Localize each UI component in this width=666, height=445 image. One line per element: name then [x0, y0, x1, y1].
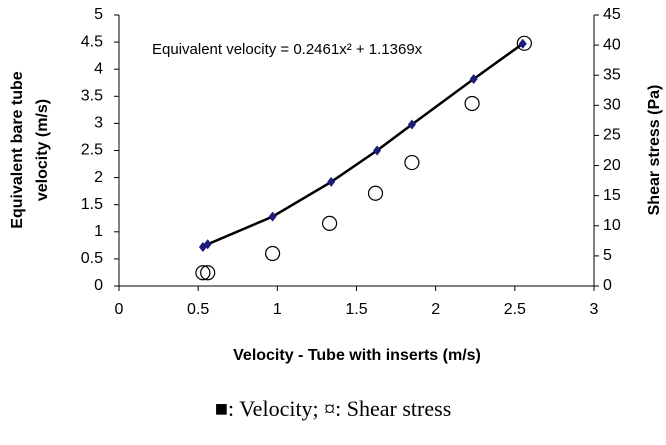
diamond-marker [373, 145, 382, 156]
y-tick-label: 2 [94, 169, 103, 186]
y-tick-label: 0 [94, 277, 103, 294]
x-tick-label: 2 [431, 301, 440, 318]
y-tick-label: 3 [94, 115, 103, 132]
y-axis-label: Equivalent bare tube velocity (m/s) [9, 71, 51, 228]
y2-tick-label: 25 [603, 127, 621, 144]
diamond-marker [518, 38, 527, 49]
equation-annotation: Equivalent velocity = 0.2461x² + 1.1369x [152, 41, 423, 58]
diamond-marker [203, 239, 212, 250]
circle-marker [516, 35, 532, 51]
y2-tick-label: 10 [603, 217, 621, 234]
x-tick-label: 1 [273, 301, 282, 318]
y-tick-label: 4 [94, 60, 103, 77]
caption: ■: Velocity; ¤: Shear stress [215, 396, 452, 421]
y-tick-label: 1.5 [81, 196, 103, 213]
x-tick-label: 3 [590, 301, 599, 318]
y2-tick-label: 0 [603, 277, 612, 294]
y2-tick-label: 5 [603, 247, 612, 264]
y-axis-label-line: Equivalent bare tube [9, 71, 26, 228]
diamond-marker [469, 73, 478, 84]
y-axis-label-line: velocity (m/s) [34, 99, 51, 201]
circle-marker [404, 154, 420, 171]
y2-tick-label: 45 [603, 6, 621, 23]
y2-tick-label: 15 [603, 187, 621, 204]
x-tick-label: 1.5 [345, 301, 367, 318]
circle-marker [367, 185, 384, 201]
diamond-marker [327, 176, 336, 187]
x-tick-label: 2.5 [504, 301, 526, 318]
y-tick-label: 0.5 [81, 250, 103, 267]
diamond-marker [407, 119, 416, 130]
circle-marker [195, 265, 211, 281]
y-tick-label: 1 [94, 223, 103, 240]
y2-tick-label: 35 [603, 66, 621, 83]
circle-marker [321, 215, 338, 231]
diamond-marker [268, 211, 277, 222]
x-tick-label: 0 [115, 301, 124, 318]
circle-marker [200, 265, 216, 281]
y2-tick-label: 40 [603, 36, 621, 53]
y-tick-label: 4.5 [81, 33, 103, 50]
circle-marker [264, 245, 281, 262]
y-tick-label: 3.5 [81, 88, 103, 105]
y-tick-label: 5 [94, 6, 103, 23]
y2-axis-label: Shear stress (Pa) [646, 85, 663, 216]
x-tick-label: 0.5 [187, 301, 209, 318]
x-axis-label: Velocity - Tube with inserts (m/s) [233, 347, 481, 364]
y2-tick-label: 30 [603, 97, 621, 114]
circle-marker [464, 95, 480, 112]
y-tick-label: 2.5 [81, 142, 103, 159]
trendline [202, 42, 524, 249]
y2-tick-label: 20 [603, 157, 621, 174]
